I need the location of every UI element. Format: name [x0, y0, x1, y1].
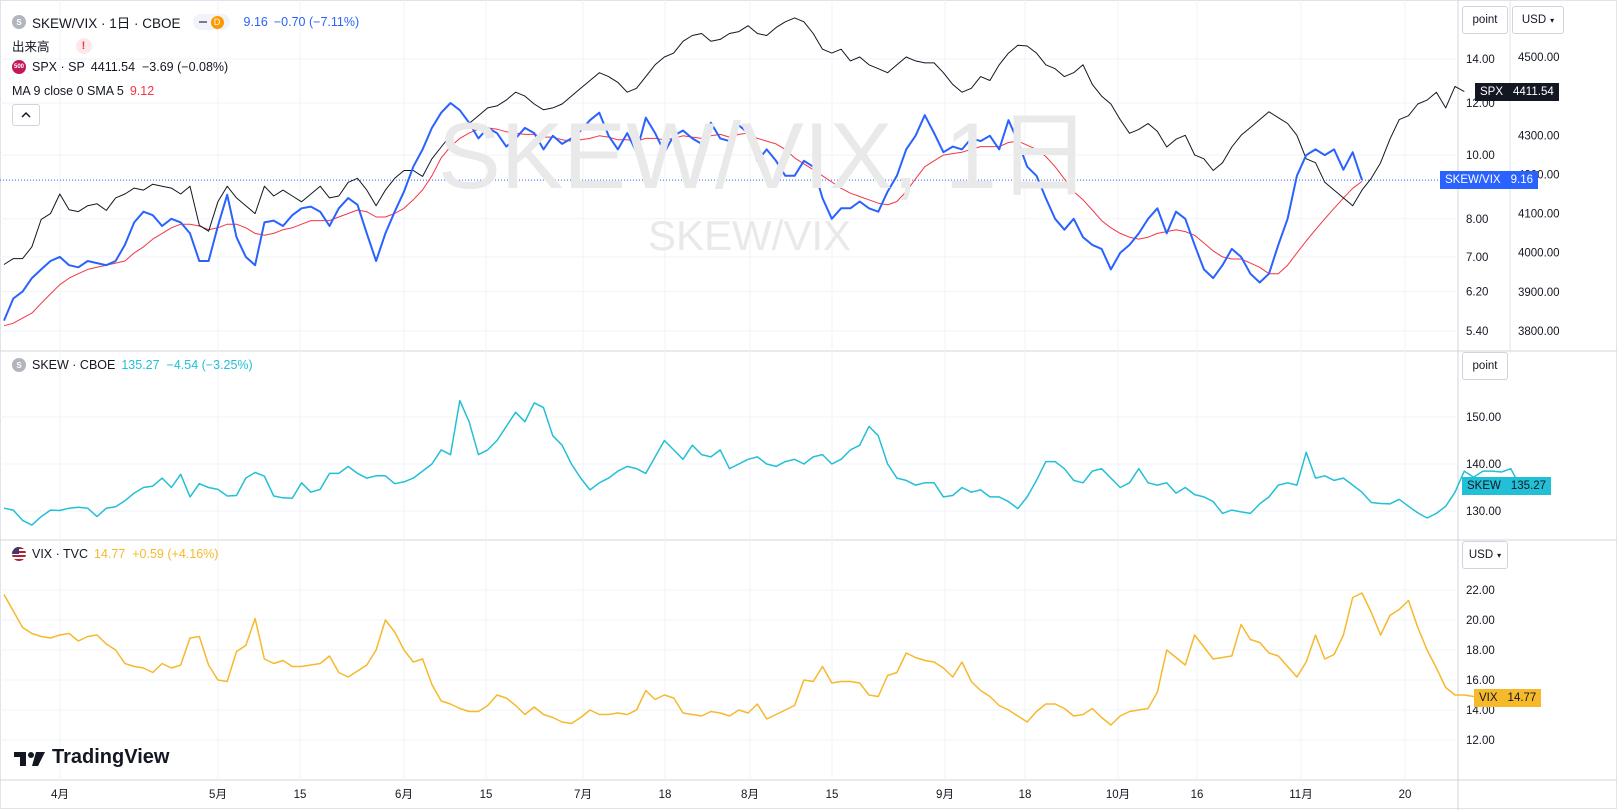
us-flag-icon — [12, 547, 26, 561]
vix-values: 14.77 +0.59 (+4.16%) — [94, 547, 219, 561]
left-price-axis-label: 5.40 — [1466, 326, 1488, 338]
collapse-legend-button[interactable] — [12, 104, 40, 126]
time-axis-label: 11月 — [1289, 789, 1312, 801]
time-axis-label: 15 — [480, 789, 493, 801]
time-axis-label: 4月 — [51, 789, 69, 801]
skew-price-tag: SKEW 135.27 — [1462, 477, 1552, 496]
price-tag-name: VIX — [1474, 689, 1503, 708]
left-price-axis-label: 14.00 — [1466, 54, 1495, 66]
chevron-down-icon: ▾ — [1550, 15, 1555, 25]
symbol-title[interactable]: SKEW/VIX · 1日 · CBOE — [32, 16, 181, 31]
vix-currency-label: USD — [1468, 549, 1494, 561]
spx-name[interactable]: SPX · SP — [32, 60, 85, 74]
left-price-axis-label: 8.00 — [1466, 214, 1488, 226]
vix-currency-button[interactable]: USD ▾ — [1462, 541, 1508, 569]
spx-line — [3, 17, 1465, 265]
right-price-axis-label: 4300.00 — [1518, 130, 1560, 142]
price-tag-name: SKEW — [1462, 477, 1506, 496]
skew-scale-mode-label: point — [1472, 360, 1498, 372]
left-price-axis-label: 12.00 — [1466, 98, 1495, 110]
skew-line — [3, 399, 1521, 526]
spx-price-tag: SPX 4411.54 — [1475, 83, 1559, 101]
main-change: −0.70 (−7.11%) — [273, 15, 360, 29]
vix-price-axis-label: 20.00 — [1466, 615, 1495, 627]
price-tag-value: 135.27 — [1505, 477, 1552, 496]
time-axis-label: 8月 — [741, 789, 759, 801]
volume-legend: 出来高 ! — [12, 36, 92, 55]
ma-name[interactable]: MA 9 close 0 SMA 5 — [12, 84, 124, 98]
spx-values: 4411.54 −3.69 (−0.08%) — [90, 60, 229, 74]
skew-title[interactable]: SKEW · CBOE — [32, 358, 116, 372]
minus-icon — [198, 21, 207, 23]
left-price-axis-label: 7.00 — [1466, 252, 1488, 264]
vix-price-axis-label: 22.00 — [1466, 585, 1495, 597]
right-price-axis-label: 3900.00 — [1518, 287, 1560, 299]
time-axis-label: 20 — [1399, 789, 1412, 801]
price-tag-value: 9.16 — [1505, 171, 1538, 190]
warning-icon[interactable]: ! — [75, 37, 92, 54]
left-price-axis-label: 6.20 — [1466, 287, 1488, 299]
skew-values: 135.27 −4.54 (−3.25%) — [121, 358, 253, 372]
vix-price-axis-label: 12.00 — [1466, 735, 1495, 747]
main-legend: S SKEW/VIX · 1日 · CBOE D 9.16 −0.70 (−7.… — [12, 12, 359, 32]
time-axis-label: 9月 — [936, 789, 954, 801]
left-price-axis-label: 10.00 — [1466, 150, 1495, 162]
time-axis-label: 15 — [294, 789, 307, 801]
right-price-axis-label: 4000.00 — [1518, 248, 1560, 260]
skew-scale-mode-button[interactable]: point — [1462, 352, 1508, 380]
main-scale-mode-label: point — [1472, 14, 1498, 26]
vix-line — [3, 592, 1512, 726]
time-axis-label: 6月 — [395, 789, 413, 801]
delay-badge: D — [192, 14, 230, 30]
price-tag-value: 14.77 — [1502, 689, 1542, 708]
chevron-up-icon — [21, 111, 31, 118]
main-last: 9.16 — [243, 15, 268, 29]
right-price-axis-label: 4500.00 — [1518, 52, 1560, 64]
main-currency-button[interactable]: USD ▾ — [1512, 6, 1564, 34]
vix-price-tag: VIX 14.77 — [1474, 689, 1542, 708]
skew-price-axis-label: 140.00 — [1466, 459, 1501, 471]
time-axis-label: 10月 — [1106, 789, 1130, 801]
spx-icon: 500 — [12, 60, 26, 74]
price-tag-name: SKEW/VIX — [1440, 171, 1506, 190]
tradingview-logo[interactable]: TradingView — [14, 746, 169, 769]
main-currency-label: USD — [1521, 14, 1547, 26]
delay-letter: D — [210, 15, 224, 29]
price-tag-value: 4411.54 — [1508, 83, 1559, 101]
ma-legend: MA 9 close 0 SMA 5 9.12 — [12, 84, 154, 98]
time-axis-label: 16 — [1191, 789, 1204, 801]
time-axis-label: 7月 — [574, 789, 592, 801]
vix-title[interactable]: VIX · TVC — [32, 547, 89, 561]
time-axis-label: 5月 — [209, 789, 227, 801]
skew-symbol-icon: S — [12, 358, 26, 372]
symbol-icon: S — [12, 15, 26, 29]
tradingview-mark-icon — [14, 751, 45, 766]
time-axis-label: 15 — [826, 789, 839, 801]
ma-value: 9.12 — [129, 84, 155, 98]
time-axis-label: 18 — [1019, 789, 1032, 801]
ma-line — [3, 127, 1363, 327]
vix-price-axis-label: 16.00 — [1466, 675, 1495, 687]
time-axis-label: 18 — [659, 789, 672, 801]
right-price-axis-label: 3800.00 — [1518, 326, 1560, 338]
volume-label[interactable]: 出来高 — [12, 40, 50, 54]
skew-legend: S SKEW · CBOE 135.27 −4.54 (−3.25%) — [12, 358, 253, 372]
skew-price-axis-label: 130.00 — [1466, 506, 1501, 518]
tradingview-wordmark: TradingView — [52, 746, 170, 768]
price-tag-name: SPX — [1475, 83, 1509, 101]
right-price-axis-label: 4100.00 — [1518, 209, 1560, 221]
skew-price-axis-label: 150.00 — [1466, 412, 1501, 424]
spx-legend: 500 SPX · SP 4411.54 −3.69 (−0.08%) — [12, 60, 228, 74]
chevron-down-icon: ▾ — [1497, 550, 1502, 560]
main-scale-mode-button[interactable]: point — [1462, 6, 1508, 34]
vix-price-axis-label: 14.00 — [1466, 705, 1495, 717]
skewvix-price-tag: SKEW/VIX 9.16 — [1440, 171, 1538, 190]
vix-price-axis-label: 18.00 — [1466, 645, 1495, 657]
vix-legend: VIX · TVC 14.77 +0.59 (+4.16%) — [12, 547, 218, 561]
skew-vix-line — [3, 102, 1363, 321]
